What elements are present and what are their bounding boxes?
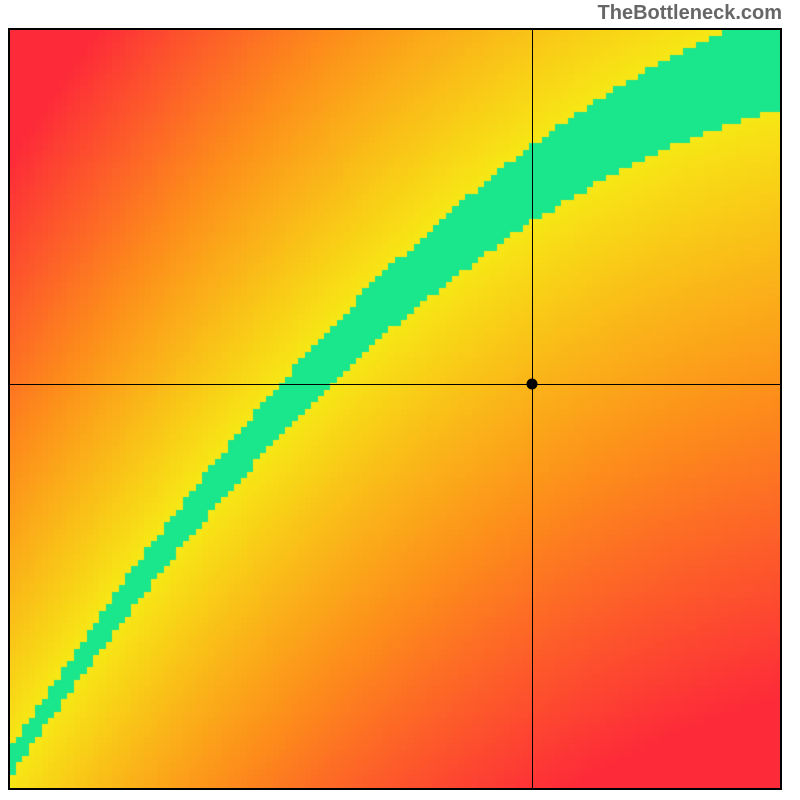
crosshair-vertical <box>532 30 533 788</box>
crosshair-horizontal <box>10 384 780 385</box>
marker-dot <box>527 378 538 389</box>
chart-container: TheBottleneck.com <box>0 0 800 800</box>
heatmap-chart <box>8 28 782 790</box>
heatmap-canvas <box>10 30 780 788</box>
attribution-text: TheBottleneck.com <box>598 2 782 25</box>
